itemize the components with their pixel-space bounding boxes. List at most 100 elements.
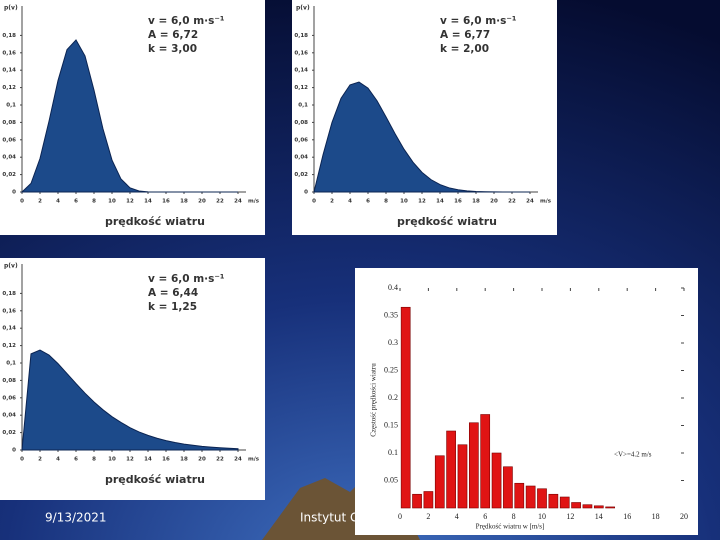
annotation: A = 6,44 — [148, 287, 198, 299]
x-tick-label: 16 — [162, 457, 170, 463]
bar — [571, 502, 581, 509]
y-tick-label: 0,02 — [294, 172, 308, 178]
y-tick-label: 0,06 — [2, 395, 16, 401]
x-tick-label: 4 — [348, 199, 352, 205]
footer-date: 9/13/2021 — [45, 511, 107, 525]
x-tick-label: 4 — [455, 512, 459, 521]
y-tick-label: 0 — [304, 190, 308, 196]
x-tick-label: 18 — [472, 199, 480, 205]
annotation: A = 6,77 — [440, 29, 490, 41]
y-tick-label: 0,04 — [294, 155, 308, 161]
x-tick-label: 22 — [508, 199, 516, 205]
x-tick-label: 16 — [454, 199, 462, 205]
x-axis-label: prędkość wiatru — [397, 215, 497, 228]
x-tick-label: 12 — [566, 512, 574, 521]
density-area — [20, 39, 238, 193]
chart-panel: p(v) 0 0,02 0,04 0,06 0,08 0,1 0,12 0,14 0,16 0,18… — [0, 0, 265, 235]
x-tick-label: 8 — [512, 512, 516, 521]
density-area — [313, 81, 530, 193]
x-tick-label: 0 — [20, 457, 24, 463]
x-axis-label: prędkość wiatru — [105, 215, 205, 228]
x-tick-label: 12 — [126, 199, 134, 205]
chart-panel: p(v) 0 0,02 0,04 0,06 0,08 0,1 0,12 0,14 0,16 0,18… — [292, 0, 557, 235]
y-axis-label: p(v) — [4, 5, 18, 12]
x-tick-label: 4 — [56, 457, 60, 463]
y-tick-label: 0,04 — [2, 413, 16, 419]
x-tick-label: 2 — [38, 199, 42, 205]
x-tick-label: 8 — [384, 199, 388, 205]
x-tick-label: 4 — [56, 199, 60, 205]
y-tick-label: 0,14 — [2, 68, 16, 74]
x-tick-label: 10 — [400, 199, 408, 205]
y-tick-label: 0,02 — [2, 172, 16, 178]
y-tick-label: 0,16 — [2, 50, 16, 56]
x-tick-label: 18 — [180, 199, 188, 205]
y-tick-label: 0,12 — [294, 85, 308, 91]
x-tick-label: 0 — [20, 199, 24, 205]
x-tick-label: 6 — [74, 199, 78, 205]
x-tick-label: 12 — [418, 199, 426, 205]
bar — [457, 444, 468, 509]
y-tick-label: 0.15 — [384, 420, 398, 429]
x-unit: m/s — [248, 457, 260, 463]
y-tick-label: 0,18 — [294, 33, 308, 39]
x-tick-label: 0 — [312, 199, 316, 205]
y-axis-label: Częstość prędkości wiatru — [370, 363, 378, 437]
y-tick-label: 0,12 — [2, 85, 16, 91]
bar — [412, 493, 422, 509]
x-tick-label: 20 — [680, 512, 688, 521]
x-tick-label: 6 — [366, 199, 370, 205]
bar — [491, 452, 502, 509]
x-tick-label: 10 — [538, 512, 546, 521]
y-tick-label: 0,06 — [294, 137, 308, 143]
y-tick-label: 0,02 — [2, 430, 16, 436]
y-tick-label: 0,1 — [6, 103, 16, 109]
y-tick-label: 0.25 — [384, 365, 398, 374]
x-tick-label: 2 — [330, 199, 334, 205]
x-tick-label: 20 — [198, 199, 206, 205]
y-tick-label: 0.2 — [388, 393, 398, 402]
y-tick-label: 0,08 — [294, 120, 308, 126]
bar — [446, 430, 456, 509]
annotation: <V>=4.2 m/s — [614, 451, 652, 459]
y-tick-label: 0,16 — [294, 50, 308, 56]
panel-background — [0, 0, 265, 235]
x-tick-label: 10 — [108, 199, 116, 205]
x-tick-label: 14 — [436, 199, 444, 205]
y-tick-label: 0,18 — [2, 291, 16, 297]
bar — [514, 482, 525, 509]
x-tick-label: 2 — [426, 512, 430, 521]
x-tick-label: 24 — [526, 199, 534, 205]
x-tick-label: 24 — [234, 457, 242, 463]
annotation: A = 6,72 — [148, 29, 198, 41]
bar — [434, 455, 445, 509]
bar — [548, 493, 559, 509]
x-tick-label: 8 — [92, 199, 96, 205]
y-axis-label: p(v) — [296, 5, 310, 12]
y-tick-label: 0,08 — [2, 378, 16, 384]
y-axis-label: p(v) — [4, 263, 18, 270]
annotation: v = 6,0 m·s⁻¹ — [148, 15, 225, 27]
x-tick-label: 6 — [74, 457, 78, 463]
y-tick-label: 0.3 — [388, 338, 398, 347]
annotation: k = 2,00 — [440, 43, 489, 55]
x-tick-label: 20 — [198, 457, 206, 463]
y-tick-label: 0,04 — [2, 155, 16, 161]
x-tick-label: 18 — [180, 457, 188, 463]
annotation: k = 1,25 — [148, 301, 197, 313]
x-tick-label: 8 — [92, 457, 96, 463]
y-tick-label: 0.4 — [388, 283, 398, 292]
x-tick-label: 10 — [108, 457, 116, 463]
x-tick-label: 22 — [216, 199, 224, 205]
bar — [503, 466, 513, 509]
bar — [582, 504, 593, 509]
x-axis-label: prędkość wiatru — [105, 473, 205, 486]
y-tick-label: 0,1 — [6, 361, 16, 367]
x-unit: m/s — [248, 199, 260, 205]
x-tick-label: 2 — [38, 457, 42, 463]
bar — [468, 422, 479, 509]
bar — [605, 506, 616, 509]
bar — [537, 488, 547, 509]
